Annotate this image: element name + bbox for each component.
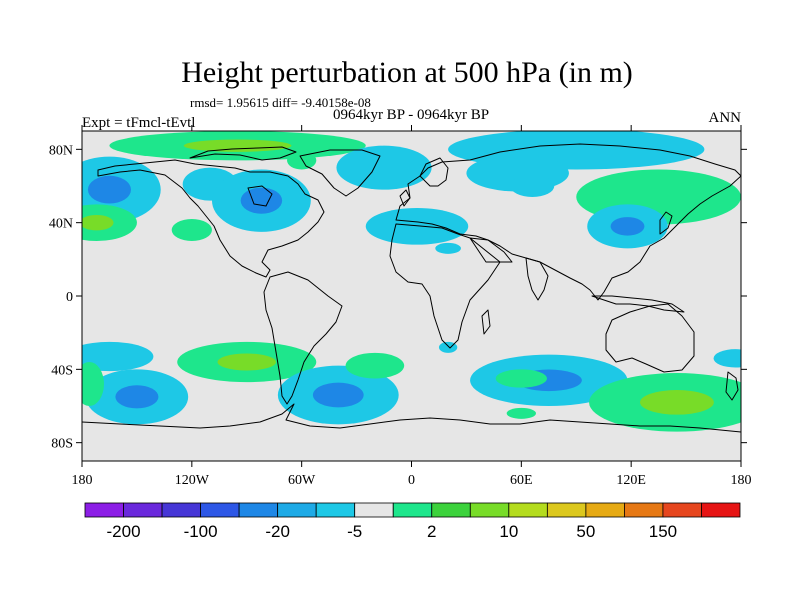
colorbar-swatch	[469, 502, 510, 518]
coast-eurasia	[395, 143, 741, 301]
coast-greenland	[299, 149, 381, 197]
x-tick-label: 60W	[288, 473, 316, 488]
y-axis: 80N 40N 0 40S 80S	[49, 143, 747, 452]
anomaly-core-14	[610, 217, 645, 236]
anomaly-layer	[82, 131, 741, 432]
x-tick-label: 0	[408, 473, 415, 488]
colorbar-label: -20	[265, 522, 290, 541]
y-tick-label: 0	[66, 290, 73, 305]
anomaly-core-6	[87, 175, 131, 204]
anomaly-26	[506, 407, 536, 419]
colorbar-swatch	[392, 502, 433, 518]
colorbar-swatch	[84, 502, 124, 518]
anomaly-core-9	[82, 214, 114, 231]
colorbar-label: 2	[427, 522, 436, 541]
anomaly-10	[171, 219, 212, 241]
anomaly-1	[287, 151, 317, 170]
anomaly-11	[365, 208, 469, 245]
colorbar-label: -5	[347, 522, 362, 541]
colorbar-swatch	[624, 502, 664, 518]
anomaly-core-20	[312, 382, 364, 408]
period-label: 0964kyr BP - 0964kyr BP	[333, 107, 489, 123]
y-tick-label: 40S	[51, 363, 73, 378]
colorbar-label: -200	[107, 522, 141, 541]
chart-title: Height perturbation at 500 hPa (in m)	[181, 56, 633, 89]
coast-new-zealand	[725, 371, 739, 401]
coast-madagascar	[481, 309, 491, 335]
anomaly-15	[438, 341, 458, 353]
coast-australia	[605, 303, 695, 373]
colorbar-label: 10	[499, 522, 518, 541]
experiment-label: Expt = tFmcl-tEvtl	[82, 115, 195, 131]
colorbar-swatch	[354, 502, 394, 518]
anomaly-5	[510, 175, 555, 197]
x-tick-label: 120E	[616, 473, 646, 488]
x-axis: 180 120W 60W 0 60E 120E 180	[72, 125, 752, 488]
coast-great-britain	[399, 189, 411, 207]
anomaly-2	[336, 145, 432, 190]
coast-north-america	[97, 159, 325, 278]
colorbar-swatch	[546, 502, 587, 518]
coast-antarctica	[82, 403, 741, 433]
y-tick-label: 80S	[51, 437, 73, 452]
coast-south-america	[263, 271, 343, 405]
colorbar-swatch	[701, 502, 741, 518]
y-tick-label: 40N	[49, 217, 73, 232]
colorbar-swatch	[431, 502, 471, 518]
colorbar-swatch	[508, 502, 548, 518]
anomaly-16	[82, 341, 154, 372]
colorbar-swatch	[585, 502, 625, 518]
colorbar-label: 50	[576, 522, 595, 541]
colorbar-swatch	[662, 502, 702, 518]
colorbar: -200 -100 -20 -5 2 10 50 150	[84, 502, 741, 541]
anomaly-12	[435, 242, 461, 254]
anomaly-19	[82, 362, 104, 406]
anomaly-21	[345, 352, 405, 379]
anomaly-core-17	[217, 353, 276, 371]
coast-arctic-islands	[189, 146, 297, 161]
coast-hudson-bay	[247, 185, 273, 207]
colorbar-swatch	[161, 502, 201, 518]
stats-label: rmsd= 1.95615 diff= -9.40158e-08	[190, 95, 371, 110]
colorbar-label: 150	[649, 522, 677, 541]
colorbar-label: -100	[184, 522, 218, 541]
coast-arabia	[469, 237, 513, 263]
coast-indonesia	[591, 295, 685, 313]
x-tick-label: 180	[731, 473, 752, 488]
coast-scandinavia	[419, 157, 449, 187]
y-tick-label: 80N	[49, 143, 73, 158]
colorbar-swatch	[200, 502, 240, 518]
coast-africa	[389, 223, 501, 349]
colorbar-swatch	[238, 502, 279, 518]
anomaly-25	[713, 349, 741, 368]
anomaly-core-18	[115, 385, 159, 409]
colorbar-swatch	[315, 502, 356, 518]
x-tick-label: 180	[72, 473, 93, 488]
coast-japan	[659, 211, 673, 235]
coastlines	[82, 143, 741, 433]
colorbar-swatch	[123, 502, 163, 518]
season-label: ANN	[709, 110, 742, 126]
x-tick-label: 120W	[175, 473, 210, 488]
coast-india	[525, 257, 549, 301]
anomaly-core-8	[240, 187, 283, 214]
x-tick-label: 60E	[510, 473, 533, 488]
colorbar-swatch	[277, 502, 317, 518]
anomaly-core-24	[640, 390, 714, 415]
anomaly-23	[495, 369, 547, 388]
anomaly-core-0	[183, 139, 292, 152]
